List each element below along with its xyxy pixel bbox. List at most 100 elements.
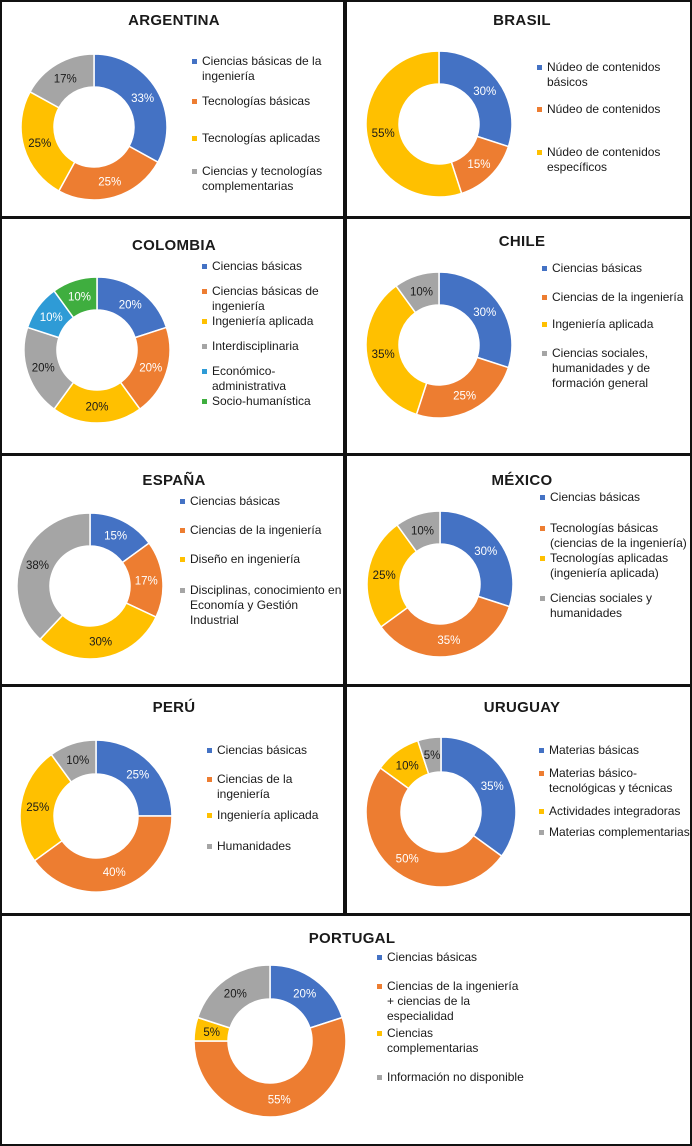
legend-label: Tecnologías aplicadas [202, 131, 321, 145]
legend-swatch [377, 955, 382, 960]
donut-chart: 33% 25% 25% 17% [20, 53, 168, 201]
legend-item: Núdeo de contenidos básicos [537, 60, 692, 90]
chart-legend: Ciencias básicas Ciencias de la ingenierí… [207, 743, 342, 854]
slice-data-label: 40% [103, 867, 126, 879]
legend-label: Tecnologías básicas (ciencias de la inge… [550, 521, 687, 550]
legend-swatch [377, 1031, 382, 1036]
donut-slice [50, 739, 97, 784]
legend-item: Diseño en ingeniería [180, 552, 345, 567]
legend-item: Ciencias sociales y humanidades [540, 591, 690, 621]
chart-title: CHILE [498, 233, 546, 250]
chart-legend: Ciencias básicas Ciencias básicas de inge… [202, 259, 342, 409]
legend-swatch [207, 813, 212, 818]
slice-data-label: 20% [293, 988, 316, 1000]
donut-slice [415, 356, 510, 419]
legend-label: Ciencias de la ingeniería [552, 290, 684, 304]
legend-swatch [192, 59, 197, 64]
legend-item: Ingeniería aplicada [207, 808, 342, 823]
slice-data-label: 25% [373, 570, 396, 582]
chart-legend: Ciencias básicas Ciencias de la ingenierí… [377, 950, 527, 1085]
chart-title: MÉXICO [491, 472, 553, 489]
legend-label: Ciencias de la ingeniería [217, 772, 293, 801]
legend-label: Ciencias de la ingeniería [190, 523, 322, 537]
legend-label: Materias básicas [549, 743, 640, 757]
legend-item: Ciencias básicas [377, 950, 527, 965]
legend-label: Ingeniería aplicada [212, 314, 314, 328]
legend-label: Ciencias básicas de ingeniería [212, 284, 319, 313]
legend-swatch [207, 844, 212, 849]
slice-data-label: 25% [28, 138, 51, 150]
legend-item: Ciencias básicas [202, 259, 342, 274]
slice-data-label: 55% [372, 128, 395, 140]
legend-label: Interdisciplinaria [212, 339, 299, 353]
legend-label: Socio-humanística [212, 394, 311, 408]
legend-item: Actividades integradoras [539, 804, 691, 819]
legend-swatch [207, 748, 212, 753]
slice-data-label: 38% [26, 560, 49, 572]
legend-swatch [540, 556, 545, 561]
donut-slice [57, 145, 159, 201]
legend-label: Ciencias de la ingeniería + ciencias de … [387, 979, 519, 1023]
legend-item: Ingeniería aplicada [542, 317, 692, 332]
legend-item: Ciencias básicas [542, 261, 692, 276]
legend-label: Humanidades [217, 839, 292, 853]
legend-swatch [202, 264, 207, 269]
legend-swatch [542, 295, 547, 300]
legend-item: Ciencias básicas de la ingeniería [192, 54, 342, 84]
legend-label: Económico-administrativa [212, 364, 287, 393]
slice-data-label: 30% [473, 307, 496, 319]
slice-data-label: 17% [54, 73, 77, 85]
legend-item: Ciencias de la ingeniería + ciencias de … [377, 979, 527, 1024]
legend-label: Núdeo de contenidos básicos [547, 60, 661, 89]
legend-swatch [202, 344, 207, 349]
legend-swatch [539, 771, 544, 776]
donut-slice [365, 766, 503, 888]
legend-label: Ciencias sociales, humanidades y de form… [552, 346, 651, 390]
legend-swatch [192, 169, 197, 174]
donut-slice [439, 510, 514, 608]
donut-slice [193, 1016, 347, 1118]
slice-data-label: 20% [139, 362, 162, 374]
chart-title: BRASIL [493, 12, 551, 29]
slice-data-label: 35% [481, 781, 504, 793]
donut-slice [53, 276, 98, 319]
legend-swatch [202, 369, 207, 374]
legend-item: Humanidades [207, 839, 342, 854]
legend-item: Materias básicas [539, 743, 691, 758]
legend-label: Ciencias sociales y humanidades [550, 591, 653, 620]
donut-slice [366, 523, 418, 628]
slice-data-label: 20% [32, 362, 55, 374]
legend-swatch [377, 1075, 382, 1080]
slice-data-label: 35% [437, 635, 460, 647]
legend-swatch [192, 99, 197, 104]
chart-panel-portugal: PORTUGAL 20% 55% 5% 20% Ciencias básicas Cienc… [0, 914, 692, 1146]
legend-swatch [202, 289, 207, 294]
slice-data-label: 25% [98, 176, 121, 188]
legend-swatch [537, 107, 542, 112]
legend-swatch [540, 526, 545, 531]
legend-label: Ciencias básicas [387, 950, 478, 964]
legend-label: Núdeo de contenidos específicos [547, 145, 661, 174]
legend-item: Tecnologías aplicadas [192, 131, 342, 146]
donut-slice [365, 284, 428, 416]
slice-data-label: 5% [424, 750, 441, 762]
legend-label: Diseño en ingeniería [190, 552, 301, 566]
legend-swatch [539, 748, 544, 753]
legend-swatch [537, 150, 542, 155]
chart-panel-chile: CHILE 30% 25% 35% 10% Ciencias básicas Ciencia… [345, 217, 692, 455]
chart-panel-peru: PERÚ 25% 40% 25% 10% Ciencias básicas Ciencias… [0, 685, 345, 915]
donut-slice [33, 815, 173, 893]
legend-swatch [207, 777, 212, 782]
donut-slice [93, 53, 168, 164]
legend-label: Actividades integradoras [549, 804, 681, 818]
legend-item: Tecnologías básicas [192, 94, 342, 109]
legend-label: Materias complementarias [549, 825, 690, 839]
slice-data-label: 5% [203, 1027, 220, 1039]
chart-panel-uruguay: URUGUAY 35% 50% 10% 5% Materias básicas Materi… [345, 685, 692, 915]
slice-data-label: 10% [68, 291, 91, 303]
donut-chart: 15% 17% 30% 38% [16, 512, 164, 660]
legend-swatch [539, 830, 544, 835]
chart-legend: Ciencias básicas Ciencias de la ingenierí… [542, 261, 692, 391]
chart-title: URUGUAY [483, 699, 561, 716]
legend-label: Información no disponible [387, 1070, 524, 1084]
